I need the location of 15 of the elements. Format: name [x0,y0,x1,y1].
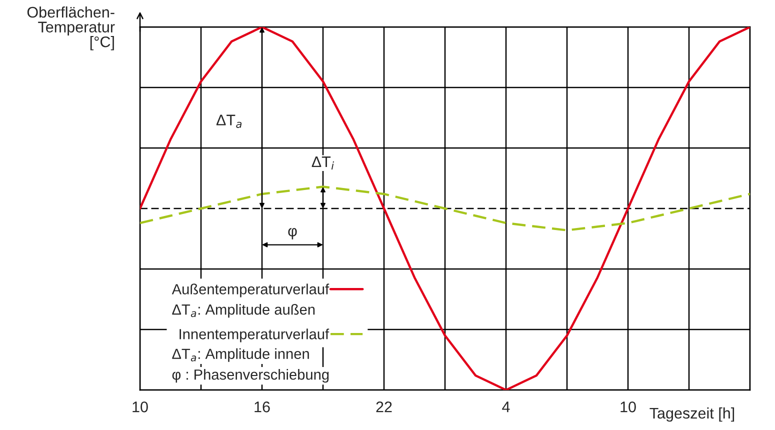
x-tick-label: 10 [620,402,636,412]
legend-label: Innentemperaturverlauf [180,328,330,342]
x-axis-title: Tageszeit [h] [650,407,734,422]
x-tick-label: 22 [376,402,392,412]
y-axis-title: Oberflächen- Temperatur [°C] [27,6,115,50]
annotation: ΔT$_{a}$: Amplitude außen [172,304,315,318]
annotation: ΔT$_{i}$ [312,156,334,170]
annotation: ΔT$_{a}$ [216,114,242,128]
annotation: ΔT$_{a}$: Amplitude innen [172,348,309,362]
annotation: φ [288,228,297,240]
x-tick-label: 4 [502,402,510,412]
x-tick-label: 16 [254,402,270,412]
annotation: φ : Phasenverschiebung [172,369,329,383]
legend-label: Außentemperaturverlauf [172,284,330,298]
x-tick-label: 10 [132,402,148,412]
